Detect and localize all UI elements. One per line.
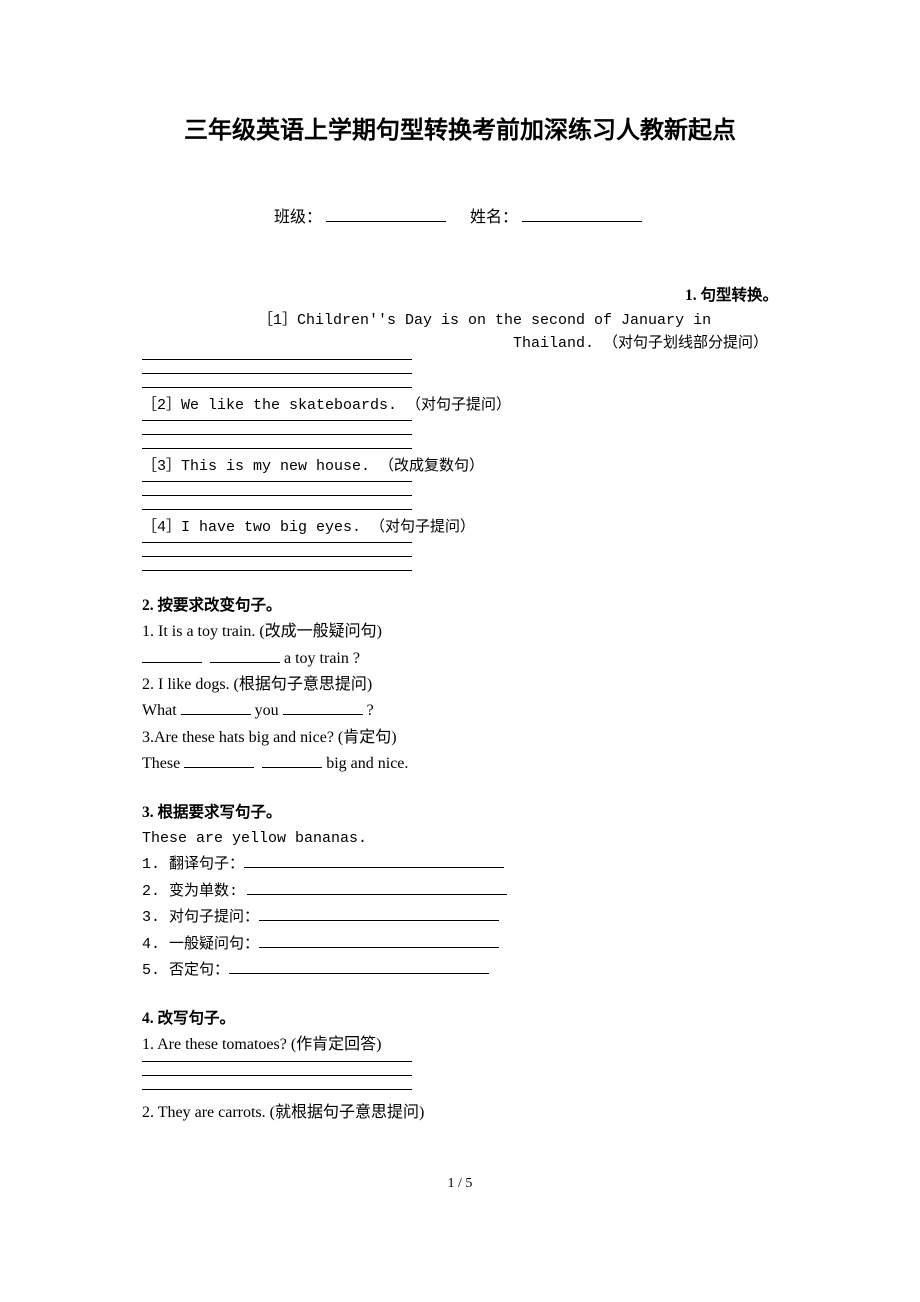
answer-rule	[142, 1061, 412, 1062]
fill-blank	[181, 698, 251, 715]
answer-rule	[142, 570, 412, 571]
answer-rule	[142, 420, 412, 421]
class-label: 班级：	[274, 209, 322, 226]
fill-blank	[229, 957, 489, 974]
q2-line4: What you ?	[142, 698, 778, 724]
q1-item4: ［4］I have two big eyes. （对句子提问）	[142, 516, 778, 539]
fill-blank	[262, 751, 322, 768]
class-blank	[326, 204, 446, 222]
q3-p3-label: 3. 对句子提问：	[142, 909, 259, 926]
q2-line2: a toy train ?	[142, 646, 778, 672]
q2-l4-mid: you	[255, 702, 283, 719]
q3-intro: These are yellow bananas.	[142, 826, 778, 852]
answer-rule	[142, 387, 412, 388]
fill-blank	[283, 698, 363, 715]
q3-p4-label: 4. 一般疑问句：	[142, 936, 259, 953]
name-blank	[522, 204, 642, 222]
q1-heading: 1. 句型转换。	[142, 283, 778, 305]
q3-p2: 2. 变为单数:	[142, 878, 778, 905]
q2-line1: 1. It is a toy train. (改成一般疑问句)	[142, 619, 778, 645]
q4-heading: 4. 改写句子。	[142, 1006, 778, 1028]
answer-rule	[142, 481, 412, 482]
q3-p5-label: 5. 否定句：	[142, 962, 229, 979]
name-label: 姓名：	[470, 209, 518, 226]
answer-rule	[142, 556, 412, 557]
q3-p1-label: 1. 翻译句子：	[142, 856, 244, 873]
q4-line1: 1. Are these tomatoes? (作肯定回答)	[142, 1032, 778, 1058]
q3-p5: 5. 否定句：	[142, 957, 778, 984]
q1-item2: ［2］We like the skateboards. （对句子提问）	[142, 394, 778, 417]
fill-blank	[210, 646, 280, 663]
q2-l2-suffix: a toy train ?	[284, 650, 360, 667]
q2-l4-pre: What	[142, 702, 181, 719]
answer-rule	[142, 434, 412, 435]
q1-item1-line1: ［1］Children''s Day is on the second of J…	[142, 309, 778, 332]
answer-rule	[142, 509, 412, 510]
q4-line2: 2. They are carrots. (就根据句子意思提问)	[142, 1100, 778, 1126]
q2-l6-suf: big and nice.	[326, 755, 408, 772]
page-number: 1 / 5	[142, 1176, 778, 1192]
q2-line3: 2. I like dogs. (根据句子意思提问)	[142, 672, 778, 698]
q3-p2-label: 2. 变为单数:	[142, 883, 247, 900]
answer-rule	[142, 359, 412, 360]
fill-blank	[184, 751, 254, 768]
page-title: 三年级英语上学期句型转换考前加深练习人教新起点	[142, 110, 778, 145]
q3-p3: 3. 对句子提问：	[142, 904, 778, 931]
q2-line6: These big and nice.	[142, 751, 778, 777]
answer-rule	[142, 542, 412, 543]
answer-rule	[142, 1075, 412, 1076]
q1-item1-line2: Thailand. （对句子划线部分提问）	[142, 332, 778, 355]
fill-blank	[259, 931, 499, 948]
fill-blank	[247, 878, 507, 895]
fill-blank	[244, 851, 504, 868]
q3-heading: 3. 根据要求写句子。	[142, 800, 778, 822]
q1-item3: ［3］This is my new house. （改成复数句）	[142, 455, 778, 478]
q2-line5: 3.Are these hats big and nice? (肯定句)	[142, 725, 778, 751]
fill-blank	[142, 646, 202, 663]
answer-rule	[142, 448, 412, 449]
q3-p1: 1. 翻译句子：	[142, 851, 778, 878]
fill-blank	[259, 904, 499, 921]
meta-line: 班级： 姓名：	[142, 203, 778, 227]
q3-p4: 4. 一般疑问句：	[142, 931, 778, 958]
q2-l6-pre: These	[142, 755, 184, 772]
answer-rule	[142, 373, 412, 374]
q2-l4-suf: ?	[367, 702, 374, 719]
answer-rule	[142, 495, 412, 496]
q2-heading: 2. 按要求改变句子。	[142, 593, 778, 615]
